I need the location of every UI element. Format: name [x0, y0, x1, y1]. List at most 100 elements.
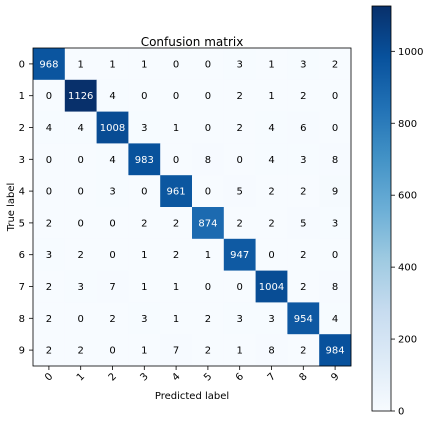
cell-value-label: 2 — [300, 91, 306, 102]
y-tick-label: 3 — [19, 155, 25, 166]
cell-value-label: 8 — [332, 282, 338, 293]
heatmap-cell — [192, 143, 225, 176]
heatmap-cell — [64, 175, 97, 208]
cell-value-label: 2 — [268, 187, 274, 198]
heatmap-cell — [192, 207, 225, 240]
cell-value-label: 0 — [109, 346, 115, 357]
cell-value-label: 4 — [109, 91, 115, 102]
heatmap-cell — [64, 48, 97, 81]
cell-value-label: 1 — [205, 250, 211, 261]
cell-value-label: 2 — [300, 250, 306, 261]
cell-value-label: 7 — [109, 282, 115, 293]
heatmap-cell — [319, 143, 352, 176]
cell-value-label: 3 — [141, 314, 147, 325]
heatmap-cell — [255, 270, 288, 303]
cell-value-label: 5 — [237, 187, 243, 198]
heatmap-cell — [128, 207, 161, 240]
cell-value-label: 0 — [141, 91, 147, 102]
x-tick-label: 6 — [234, 371, 246, 383]
heatmap-cell — [223, 143, 256, 176]
heatmap-cell — [64, 238, 97, 271]
heatmap-cell — [319, 302, 352, 335]
cell-value-label: 0 — [141, 187, 147, 198]
heatmap-cell — [33, 302, 66, 335]
heatmap-cell — [33, 79, 66, 112]
cell-value-label: 0 — [173, 155, 179, 166]
cell-value-label: 1126 — [68, 91, 93, 102]
heatmap-cell — [223, 207, 256, 240]
heatmap-cell — [33, 143, 66, 176]
cell-value-label: 0 — [205, 91, 211, 102]
cell-value-label: 0 — [46, 91, 52, 102]
heatmap-cell — [255, 238, 288, 271]
heatmap-cell — [128, 111, 161, 144]
cell-value-label: 2 — [173, 250, 179, 261]
cell-value-label: 0 — [268, 250, 274, 261]
y-tick-label: 4 — [19, 187, 25, 198]
heatmap-cell — [64, 207, 97, 240]
heatmap-cell — [287, 111, 320, 144]
heatmap-cell — [255, 79, 288, 112]
cell-value-label: 983 — [135, 155, 154, 166]
heatmap-cell — [128, 302, 161, 335]
cell-value-label: 2 — [300, 282, 306, 293]
x-tick-label: 8 — [298, 371, 310, 383]
heatmap-cell — [128, 270, 161, 303]
cell-value-label: 0 — [109, 218, 115, 229]
cell-value-label: 2 — [46, 314, 52, 325]
heatmap-cell — [160, 302, 193, 335]
heatmap-cell — [96, 111, 129, 144]
heatmap-cell — [96, 238, 129, 271]
cell-value-label: 2 — [173, 218, 179, 229]
cell-value-label: 961 — [167, 187, 186, 198]
heatmap-cell — [319, 48, 352, 81]
colorbar-ticks: 0 200 400 600 800 1000 — [391, 47, 423, 418]
heatmap-cell — [192, 238, 225, 271]
cell-value-label: 2 — [300, 187, 306, 198]
heatmap-cell — [96, 207, 129, 240]
heatmap-cell — [192, 79, 225, 112]
cell-value-label: 0 — [332, 250, 338, 261]
y-tick-label: 5 — [19, 218, 25, 229]
heatmap-cell — [64, 302, 97, 335]
x-tick-label: 9 — [329, 371, 341, 383]
heatmap-cell — [255, 334, 288, 367]
heatmap-cell — [96, 334, 129, 367]
x-tick-label: 2 — [107, 371, 119, 383]
cell-value-label: 4 — [78, 123, 84, 134]
cell-value-label: 1 — [268, 91, 274, 102]
heatmap-cell — [192, 302, 225, 335]
cell-value-label: 3 — [300, 59, 306, 70]
heatmap-cell — [160, 270, 193, 303]
heatmap-cell — [33, 48, 66, 81]
y-tick-label: 7 — [19, 282, 25, 293]
cell-value-label: 947 — [230, 250, 249, 261]
cell-value-label: 2 — [78, 346, 84, 357]
colorbar-tick-label: 600 — [398, 191, 417, 202]
cell-value-label: 1 — [173, 123, 179, 134]
heatmap-cells: 968 1 1 1 0 0 3 1 3 20 1126 4 0 0 0 2 1 2 04 4 1008 3 1 0 2 4 6 00 0… — [33, 48, 352, 367]
colorbar-tick-label: 1000 — [398, 47, 423, 58]
heatmap-cell — [287, 79, 320, 112]
heatmap-cell — [160, 175, 193, 208]
cell-value-label: 0 — [205, 123, 211, 134]
heatmap-cell — [160, 238, 193, 271]
heatmap-cell — [287, 270, 320, 303]
cell-value-label: 2 — [237, 91, 243, 102]
cell-value-label: 0 — [332, 123, 338, 134]
heatmap-cell — [64, 334, 97, 367]
cell-value-label: 3 — [332, 218, 338, 229]
heatmap-cell — [287, 143, 320, 176]
cell-value-label: 2 — [141, 218, 147, 229]
x-tick-label: 1 — [75, 371, 87, 383]
cell-value-label: 3 — [46, 250, 52, 261]
heatmap-cell — [96, 175, 129, 208]
cell-value-label: 1 — [109, 59, 115, 70]
y-tick-label: 2 — [19, 123, 25, 134]
heatmap-cell — [96, 302, 129, 335]
x-tick-label: 4 — [170, 371, 182, 383]
heatmap-cell — [319, 79, 352, 112]
chart-title: Confusion matrix — [141, 35, 244, 49]
y-tick-label: 9 — [19, 346, 25, 357]
